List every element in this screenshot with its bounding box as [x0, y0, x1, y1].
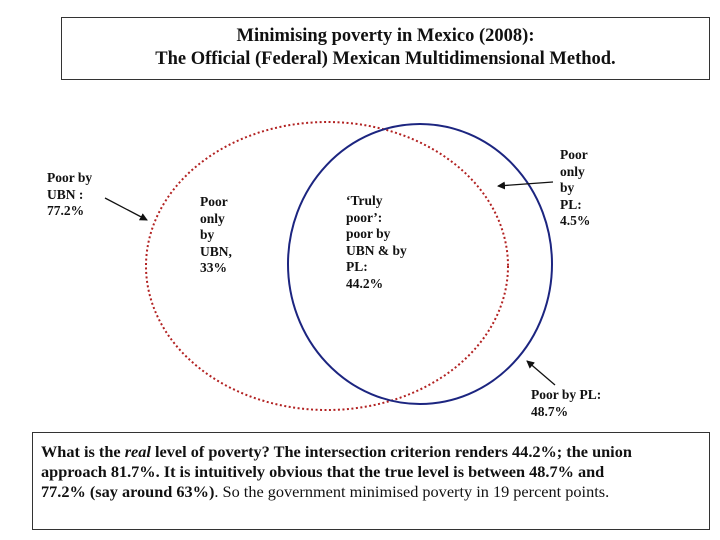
title-line-1: Minimising poverty in Mexico (2008):: [236, 26, 535, 46]
emphasis-real: real: [124, 442, 151, 461]
label-poor-only-ubn: Poor only by UBN, 33%: [200, 194, 232, 275]
title-box: Minimising poverty in Mexico (2008): The…: [61, 17, 710, 80]
conclusion-line-2: approach 81.7%. It is intuitively obviou…: [41, 462, 605, 481]
label-poor-by-pl: Poor by PL: 48.7%: [531, 387, 602, 419]
pl-circle: [287, 123, 553, 405]
arrow-poor-only-pl: [497, 181, 554, 190]
title-line-2: The Official (Federal) Mexican Multidime…: [155, 49, 616, 69]
conclusion-box: What is the real level of poverty? The i…: [32, 432, 710, 530]
arrow-poor-by-pl: [526, 360, 556, 386]
label-poor-by-ubn: Poor by UBN : 77.2%: [47, 170, 93, 218]
conclusion-line-1: What is the real level of poverty? The i…: [41, 442, 632, 461]
arrow-poor-by-ubn: [104, 197, 148, 221]
ubn-circle: [145, 121, 509, 411]
label-poor-only-pl: Poor only by PL: 4.5%: [560, 147, 591, 228]
conclusion-line-3: 77.2% (say around 63%). So the governmen…: [41, 482, 610, 501]
label-truly-poor: ‘Truly poor’: poor by UBN & by PL: 44.2%: [346, 193, 407, 291]
